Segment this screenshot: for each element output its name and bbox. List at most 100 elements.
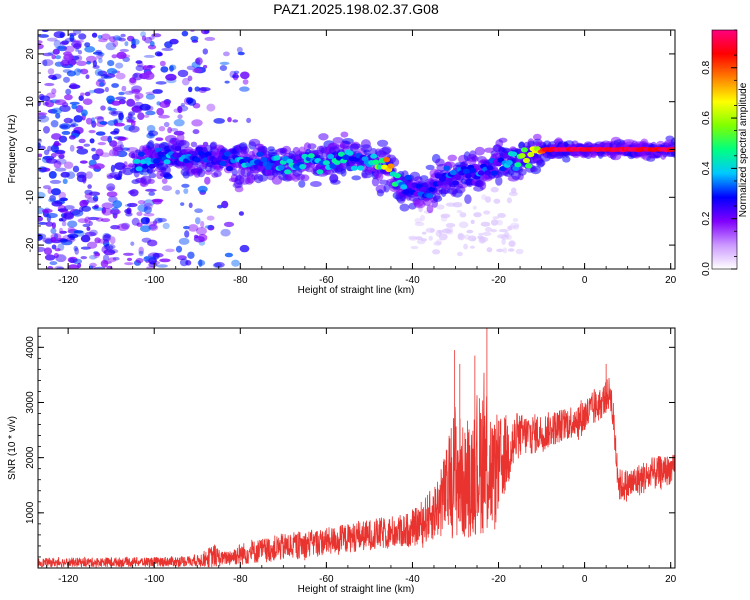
noise-blob (131, 88, 141, 94)
x-tick-label: 20 (665, 275, 677, 286)
noise-blob (204, 176, 211, 185)
noise-blob (69, 101, 80, 105)
noise-blob (91, 32, 98, 38)
noise-blob (138, 250, 144, 257)
noise-blob (497, 213, 506, 218)
noise-blob (87, 184, 92, 189)
noise-blob (48, 198, 56, 203)
ridge-core (223, 151, 231, 157)
noise-blob (105, 42, 117, 51)
noise-blob (221, 200, 229, 209)
ridge-core (393, 173, 401, 179)
noise-blob (55, 254, 67, 263)
noise-blob (93, 207, 105, 211)
noise-blob (100, 259, 109, 268)
noise-blob (238, 211, 244, 216)
noise-blob (69, 257, 75, 263)
noise-blob (100, 33, 111, 41)
ridge-core (193, 157, 201, 163)
noise-blob (51, 188, 61, 196)
noise-blob (145, 188, 157, 192)
ridge-halo (670, 137, 675, 145)
ridge-core (484, 170, 492, 176)
noise-blob (408, 235, 418, 240)
ridge-halo (533, 133, 542, 141)
noise-blob (219, 65, 228, 71)
noise-blob (42, 52, 54, 57)
noise-blob (136, 211, 143, 217)
y-tick-label: 3000 (25, 391, 36, 414)
noise-blob (64, 45, 75, 53)
noise-blob (117, 140, 123, 146)
noise-blob (173, 108, 181, 113)
colorbar-gradient (711, 29, 738, 270)
ridge-halo (340, 131, 349, 138)
noise-blob (213, 118, 225, 124)
noise-blob (124, 203, 133, 208)
ridge-core (260, 157, 268, 163)
ridge-core (520, 147, 528, 153)
noise-blob (122, 252, 134, 256)
noise-blob (39, 95, 51, 102)
ridge-core (419, 186, 427, 192)
noise-blob (436, 204, 445, 210)
noise-blob (124, 90, 134, 95)
noise-blob (471, 237, 477, 241)
noise-blob (199, 87, 211, 92)
noise-blob (435, 239, 443, 245)
ridge-core (204, 151, 212, 157)
noise-blob (164, 41, 173, 49)
noise-blob (143, 199, 155, 207)
ridge-halo (147, 178, 155, 184)
noise-blob (157, 217, 167, 223)
noise-blob (128, 125, 140, 133)
noise-blob (81, 109, 88, 117)
noise-blob (410, 245, 419, 250)
y-tick-label: 10 (25, 96, 36, 108)
noise-blob (67, 264, 80, 269)
noise-blob (183, 188, 189, 195)
ridge-halo (160, 165, 171, 175)
noise-blob (154, 51, 163, 57)
ridge-core (486, 165, 494, 171)
noise-blob (120, 167, 127, 174)
ridge-core (404, 174, 412, 180)
noise-blob (68, 135, 76, 140)
ridge-core (342, 154, 350, 160)
noise-blob (134, 92, 144, 100)
noise-blob (65, 88, 72, 95)
ridge-core (415, 183, 423, 189)
ridge-halo (381, 146, 392, 154)
noise-blob (490, 229, 497, 233)
noise-blob (117, 136, 127, 141)
noise-blob (126, 257, 133, 262)
noise-blob (204, 225, 214, 229)
noise-blob (175, 245, 183, 253)
x-tick-label: -80 (233, 275, 248, 286)
noise-blob (49, 261, 58, 266)
y-tick-label: -10 (25, 190, 36, 205)
ridge-halo (300, 174, 310, 182)
noise-blob (109, 171, 121, 178)
noise-blob (482, 231, 492, 236)
noise-blob (239, 86, 250, 92)
noise-blob (44, 82, 55, 87)
noise-blob (55, 46, 68, 50)
noise-blob (463, 243, 468, 250)
noise-blob (198, 233, 208, 242)
x-tick-label: -20 (491, 275, 506, 286)
x-tick-label: -100 (144, 574, 164, 585)
ridge-halo (399, 203, 410, 212)
noise-blob (58, 218, 64, 222)
noise-blob (472, 205, 477, 210)
ridge-core (174, 145, 182, 151)
ridge-halo (342, 138, 354, 145)
noise-blob (59, 238, 68, 243)
noise-blob (59, 227, 63, 235)
ridge-halo (162, 172, 172, 179)
ridge-halo (281, 145, 292, 155)
noise-blob (79, 68, 89, 75)
ridge-core (402, 189, 410, 195)
noise-blob (466, 229, 474, 234)
